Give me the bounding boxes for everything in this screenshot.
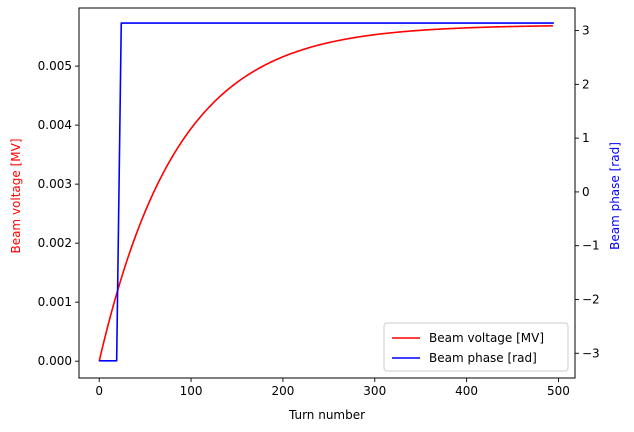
x-tick-label: 0 [95,384,103,398]
y-left-tick-label: 0.003 [38,177,72,191]
x-tick-label: 100 [180,384,203,398]
ticks: 0 100 200 300 400 500 0.000 0.001 0.002 0.003 0.00… [38,24,600,398]
y-left-tick-label: 0.000 [38,354,72,368]
y-right-tick-label: −3 [582,346,600,360]
legend-label-voltage: Beam voltage [MV] [429,331,544,345]
legend-label-phase: Beam phase [rad] [429,351,537,365]
y-left-tick-label: 0.002 [38,236,72,250]
y-right-tick-label: −1 [582,239,600,253]
x-tick-label: 200 [271,384,294,398]
plot-area [98,22,554,362]
series-line-0 [98,25,553,362]
y-right-tick-label: 1 [582,131,590,145]
series-line-1 [99,22,554,362]
y-left-tick-label: 0.005 [38,59,72,73]
y-right-tick-label: 2 [582,77,590,91]
y-right-tick-label: 0 [582,185,590,199]
y-right-tick-label: −2 [582,292,600,306]
y-left-tick-label: 0.001 [38,295,72,309]
x-tick-label: 400 [455,384,478,398]
x-tick-label: 300 [363,384,386,398]
x-tick-label: 500 [547,384,570,398]
x-axis-label: Turn number [288,408,365,422]
legend: Beam voltage [MV] Beam phase [rad] [383,322,569,372]
legend-box [383,322,569,372]
y-right-tick-label: 3 [582,24,590,38]
y-left-axis-label: Beam voltage [MV] [9,138,23,253]
y-right-axis-label: Beam phase [rad] [608,142,622,250]
axes-frame [78,7,576,379]
y-left-tick-label: 0.004 [38,118,72,132]
